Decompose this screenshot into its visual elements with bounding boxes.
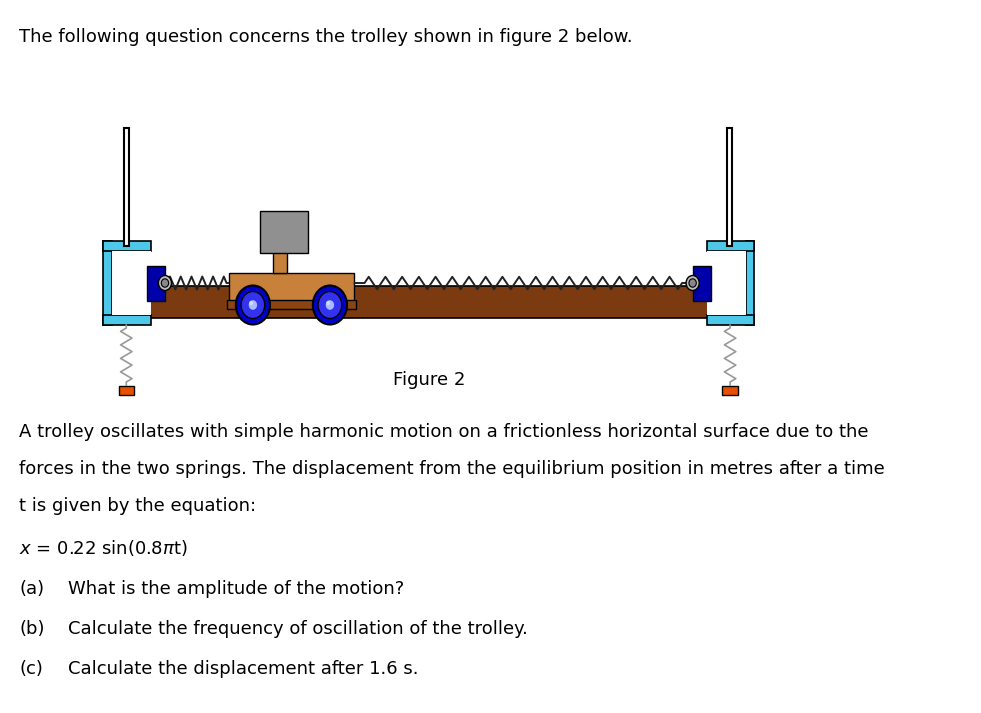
Bar <box>727 128 732 246</box>
Text: Calculate the displacement after 1.6 s.: Calculate the displacement after 1.6 s. <box>69 660 419 678</box>
Bar <box>260 211 308 253</box>
Bar <box>707 315 754 325</box>
Circle shape <box>161 279 169 287</box>
Bar <box>112 251 150 315</box>
Bar <box>103 241 112 325</box>
Circle shape <box>326 300 335 310</box>
Text: A trolley oscillates with simple harmonic motion on a frictionless horizontal su: A trolley oscillates with simple harmoni… <box>20 423 869 441</box>
Bar <box>147 265 165 300</box>
Circle shape <box>689 279 697 287</box>
Bar <box>103 241 150 251</box>
Bar <box>707 251 746 315</box>
Bar <box>746 241 754 325</box>
Bar <box>123 286 749 318</box>
Bar <box>119 386 134 395</box>
Circle shape <box>327 301 330 305</box>
Text: (c): (c) <box>20 660 43 678</box>
Bar <box>722 386 738 395</box>
Text: (b): (b) <box>20 620 45 638</box>
Text: The following question concerns the trolley shown in figure 2 below.: The following question concerns the trol… <box>20 28 633 46</box>
Circle shape <box>686 275 699 290</box>
Text: Calculate the frequency of oscillation of the trolley.: Calculate the frequency of oscillation o… <box>69 620 528 638</box>
Circle shape <box>158 275 172 290</box>
Text: $x$ = 0.22 sin(0.8$\pi$t): $x$ = 0.22 sin(0.8$\pi$t) <box>20 538 188 558</box>
Text: What is the amplitude of the motion?: What is the amplitude of the motion? <box>69 580 404 598</box>
Circle shape <box>235 285 270 324</box>
Text: (a): (a) <box>20 580 44 598</box>
Bar <box>227 300 356 309</box>
Bar <box>707 241 754 251</box>
Circle shape <box>249 301 253 305</box>
Bar <box>103 315 150 325</box>
Circle shape <box>249 300 257 310</box>
Circle shape <box>241 292 265 319</box>
Text: t is given by the equation:: t is given by the equation: <box>20 497 256 515</box>
Bar <box>230 273 353 303</box>
Bar <box>273 249 287 273</box>
Bar <box>694 265 710 300</box>
Text: forces in the two springs. The displacement from the equilibrium position in met: forces in the two springs. The displacem… <box>20 460 885 478</box>
Circle shape <box>318 292 341 319</box>
Text: Figure 2: Figure 2 <box>392 371 465 389</box>
Circle shape <box>313 285 347 324</box>
Bar <box>124 128 129 246</box>
